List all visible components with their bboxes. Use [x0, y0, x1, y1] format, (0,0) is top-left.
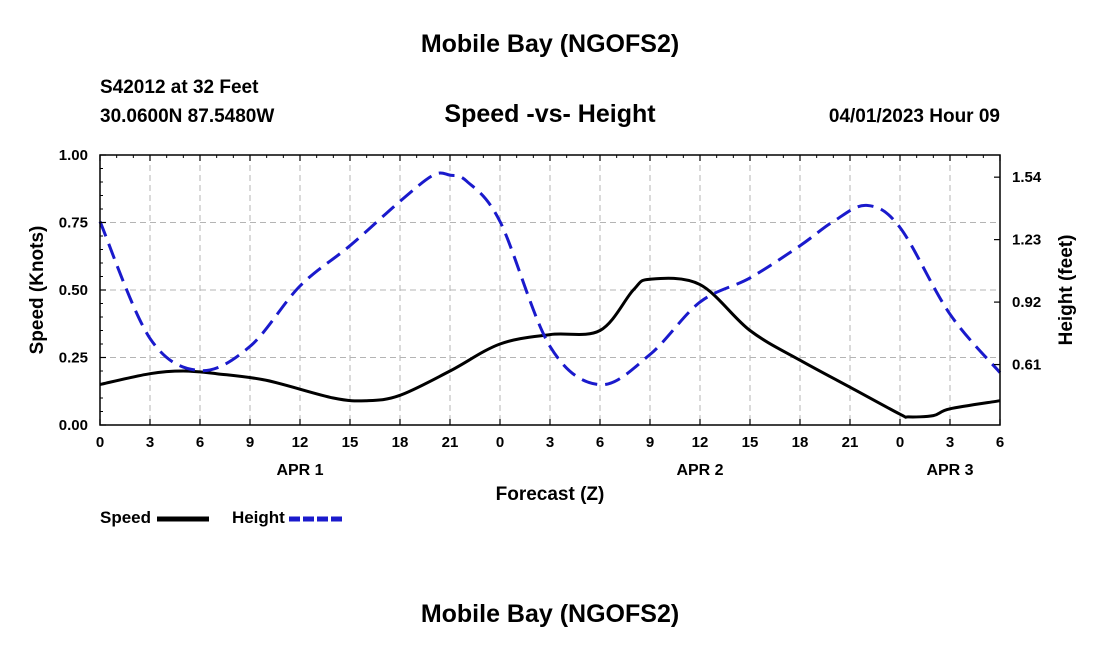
- y-tick-label-left: 1.00: [59, 147, 88, 164]
- x-tick-label: 6: [596, 434, 604, 451]
- legend-speed-label: Speed: [100, 508, 152, 527]
- chart-series: [98, 171, 1002, 419]
- x-tick-label: 12: [292, 434, 309, 451]
- x-axis-label: Forecast (Z): [496, 484, 605, 505]
- legend-height-label: Height: [231, 508, 285, 527]
- station-coords: 30.0600N 87.5480W: [100, 106, 275, 127]
- y-tick-label-left: 0.00: [59, 417, 88, 434]
- chart-title: Speed -vs- Height: [444, 100, 656, 128]
- x-tick-label: 0: [496, 434, 504, 451]
- y-tick-label-right: 0.92: [1012, 294, 1041, 311]
- y-axis-label-right: Height (feet): [1056, 235, 1077, 346]
- y-tick-label-right: 1.23: [1012, 232, 1041, 249]
- y-axis-label-left: Speed (Knots): [27, 226, 48, 355]
- x-day-label: APR 2: [676, 462, 723, 479]
- page-title-top: Mobile Bay (NGOFS2): [420, 30, 680, 58]
- x-tick-label: 18: [392, 434, 409, 451]
- x-tick-label: 0: [96, 434, 104, 451]
- y-tick-label-left: 0.50: [59, 282, 88, 299]
- legend-speed-swatch: [157, 516, 210, 522]
- legend-height-swatch: [289, 516, 344, 522]
- y-tick-label-left: 0.25: [59, 350, 88, 367]
- x-tick-label: 18: [792, 434, 809, 451]
- x-day-label: APR 3: [926, 462, 973, 479]
- x-day-label: APR 1: [276, 462, 323, 479]
- x-tick-label: 15: [742, 434, 759, 451]
- series-line-speed: [99, 276, 1001, 419]
- x-tick-label: 12: [692, 434, 709, 451]
- x-tick-label: 0: [896, 434, 904, 451]
- x-tick-label: 9: [646, 434, 654, 451]
- chart-grid: [100, 155, 1000, 425]
- x-tick-label: 3: [546, 434, 554, 451]
- x-tick-label: 3: [946, 434, 954, 451]
- legend: Speed Height: [100, 508, 344, 532]
- forecast-datetime: 04/01/2023 Hour 09: [828, 106, 1000, 127]
- x-tick-label: 21: [442, 434, 459, 451]
- y-tick-label-right: 1.54: [1012, 169, 1042, 186]
- y-tick-label-left: 0.75: [59, 215, 88, 232]
- x-tick-label: 15: [342, 434, 359, 451]
- x-tick-label: 6: [196, 434, 204, 451]
- page-title-bottom: Mobile Bay (NGOFS2): [420, 600, 680, 628]
- speed-height-chart: 0 3 6 9 12 15 18 21 0 3 6 9 12 15 18 21 0 3 6 APR 1 APR 2 APR…: [27, 147, 1077, 505]
- x-tick-label: 21: [842, 434, 859, 451]
- x-tick-label: 6: [996, 434, 1004, 451]
- station-label: S42012 at 32 Feet: [100, 77, 259, 98]
- y-tick-label-right: 0.61: [1012, 357, 1041, 374]
- x-tick-label: 3: [146, 434, 154, 451]
- x-tick-label: 9: [246, 434, 254, 451]
- chart-ticks: 0 3 6 9 12 15 18 21 0 3 6 9 12 15 18 21 0 3 6 APR 1 APR 2 APR…: [59, 147, 1042, 479]
